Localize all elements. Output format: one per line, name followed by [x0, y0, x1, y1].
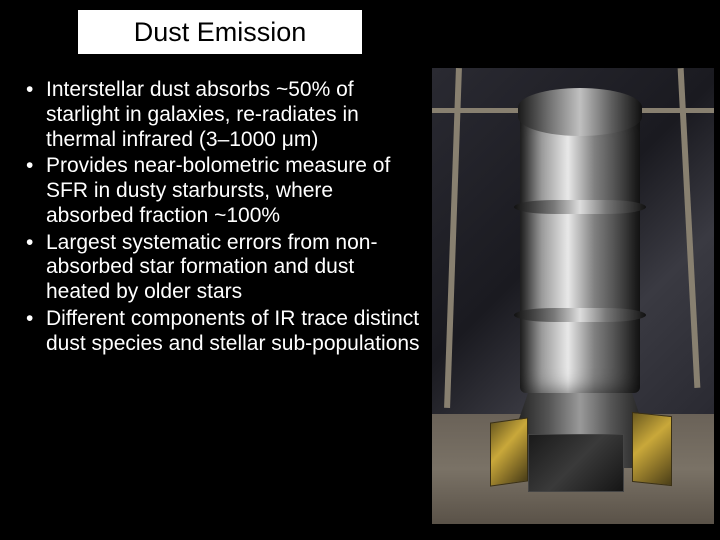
photo-beam: [444, 68, 462, 408]
photo-base-box: [528, 434, 624, 492]
photo-gold-panel: [490, 417, 528, 486]
slide: Dust Emission Interstellar dust absorbs …: [0, 0, 720, 540]
bullet-item: Different components of IR trace distinc…: [20, 307, 420, 357]
photo-gold-panel: [632, 412, 672, 486]
telescope-photo: [432, 68, 714, 524]
photo-beam: [678, 68, 701, 388]
photo-telescope-band: [514, 308, 646, 322]
body-text-area: Interstellar dust absorbs ~50% of starli…: [20, 78, 420, 358]
photo-telescope-band: [514, 200, 646, 214]
bullet-list: Interstellar dust absorbs ~50% of starli…: [20, 78, 420, 356]
photo-telescope-body: [520, 113, 640, 393]
photo-telescope-top: [518, 88, 642, 136]
bullet-item: Interstellar dust absorbs ~50% of starli…: [20, 78, 420, 152]
bullet-item: Largest systematic errors from non-absor…: [20, 231, 420, 305]
bullet-item: Provides near-bolometric measure of SFR …: [20, 154, 420, 228]
slide-title: Dust Emission: [134, 17, 307, 48]
title-box: Dust Emission: [78, 10, 362, 54]
